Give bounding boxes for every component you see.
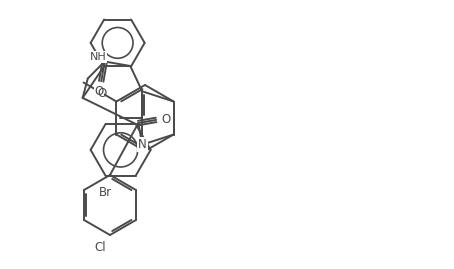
Text: O: O [94, 85, 104, 98]
Text: N: N [138, 138, 147, 151]
Text: Br: Br [99, 186, 112, 199]
Text: NH: NH [90, 52, 107, 62]
Text: O: O [161, 114, 170, 126]
Text: Cl: Cl [94, 241, 106, 254]
Text: O: O [98, 87, 107, 100]
